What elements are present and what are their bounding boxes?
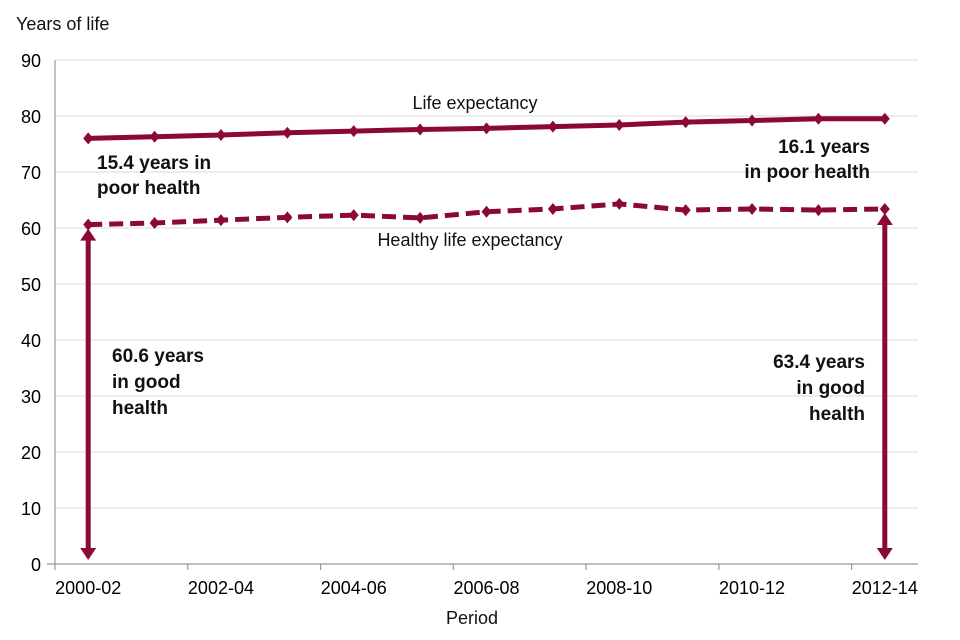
x-tick-label: 2000-02: [55, 578, 121, 598]
data-point-marker: [415, 123, 426, 136]
y-tick-label: 20: [21, 443, 41, 463]
svg-text:63.4 years: 63.4 years: [773, 352, 865, 373]
data-point-marker: [614, 197, 625, 210]
y-tick-label: 90: [21, 51, 41, 71]
svg-text:16.1 years: 16.1 years: [778, 137, 870, 158]
arrow-head-up: [876, 212, 893, 225]
data-point-marker: [879, 112, 890, 125]
y-axis-label: Years of life: [16, 14, 109, 34]
data-point-marker: [282, 126, 293, 139]
y-tick-label: 60: [21, 219, 41, 239]
y-tick-label: 30: [21, 387, 41, 407]
data-point-marker: [747, 114, 758, 127]
data-point-marker: [680, 204, 691, 217]
svg-text:15.4 years in: 15.4 years in: [97, 153, 211, 174]
y-tick-label: 70: [21, 163, 41, 183]
data-point-marker: [83, 132, 94, 145]
x-tick-label: 2010-12: [719, 578, 785, 598]
annotation-good-health-end: 63.4 years in good health: [773, 352, 865, 425]
data-point-marker: [481, 122, 492, 135]
x-tick-label: 2002-04: [188, 578, 254, 598]
y-tick-label: 10: [21, 499, 41, 519]
data-point-marker: [481, 205, 492, 218]
data-point-marker: [813, 204, 824, 217]
data-point-marker: [149, 216, 160, 229]
data-point-marker: [813, 112, 824, 125]
x-tick-label: 2004-06: [321, 578, 387, 598]
annotation-poor-health-start: 15.4 years in poor health: [97, 153, 211, 199]
svg-text:poor health: poor health: [97, 178, 200, 199]
annotation-good-health-start: 60.6 years in good health: [112, 346, 204, 419]
y-tick-label: 40: [21, 331, 41, 351]
svg-text:in poor health: in poor health: [744, 162, 870, 183]
data-point-marker: [614, 118, 625, 131]
series-label-life-expectancy: Life expectancy: [412, 93, 537, 113]
x-tick-label: 2008-10: [586, 578, 652, 598]
svg-text:60.6 years: 60.6 years: [112, 346, 204, 367]
arrow-head-down: [80, 548, 97, 560]
svg-text:health: health: [809, 404, 865, 425]
x-axis-label: Period: [446, 608, 498, 628]
y-tick-label: 50: [21, 275, 41, 295]
data-point-marker: [547, 202, 558, 215]
data-point-marker: [747, 202, 758, 215]
series-label-healthy-life-expectancy: Healthy life expectancy: [377, 230, 562, 250]
data-point-marker: [547, 120, 558, 133]
data-point-marker: [879, 202, 890, 215]
svg-text:in good: in good: [796, 378, 865, 399]
arrow-head-down: [876, 548, 893, 560]
svg-text:health: health: [112, 398, 168, 419]
data-point-marker: [680, 116, 691, 129]
data-point-marker: [149, 130, 160, 143]
data-point-marker: [415, 211, 426, 224]
svg-text:in good: in good: [112, 372, 181, 393]
y-tick-label: 80: [21, 107, 41, 127]
y-tick-label: 0: [31, 555, 41, 575]
data-point-marker: [215, 214, 226, 227]
x-tick-label: 2006-08: [453, 578, 519, 598]
annotation-poor-health-end: 16.1 years in poor health: [744, 137, 870, 183]
data-point-marker: [282, 211, 293, 224]
data-point-marker: [348, 209, 359, 222]
x-tick-label: 2012-14: [852, 578, 918, 598]
arrow-head-up: [80, 228, 97, 241]
data-point-marker: [348, 125, 359, 138]
data-point-marker: [83, 218, 94, 231]
data-point-marker: [215, 129, 226, 142]
